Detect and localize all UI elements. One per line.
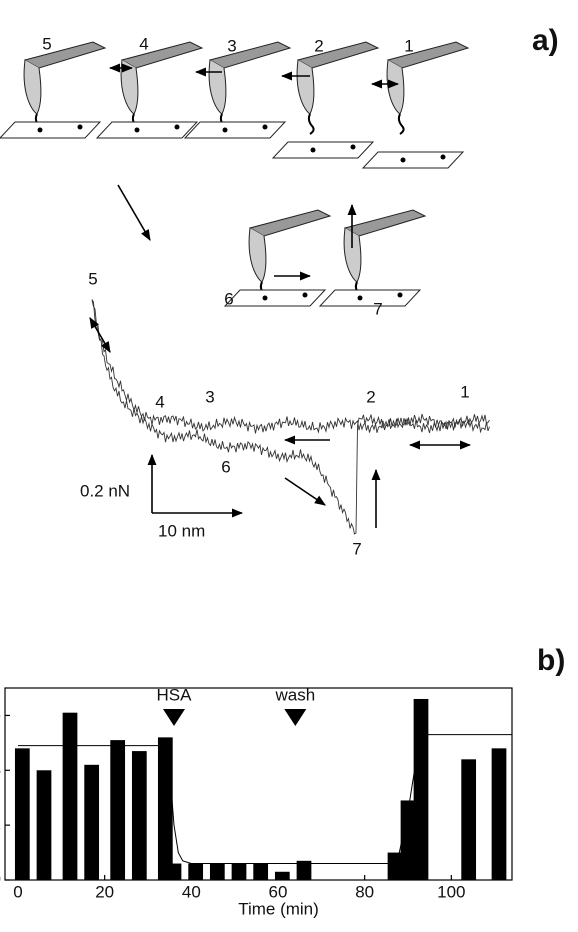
state-label: 7 [352, 539, 361, 558]
antigen [38, 128, 43, 133]
bar [461, 759, 476, 880]
antigen [263, 125, 268, 130]
state-label: 2 [366, 387, 375, 406]
cantilever [25, 42, 105, 68]
annotation: HSA [157, 685, 193, 704]
bar [15, 748, 30, 880]
antigen [358, 296, 363, 301]
antigen [175, 125, 180, 130]
bar [232, 864, 247, 880]
antigen [223, 128, 228, 133]
cantilever [298, 42, 378, 68]
bar [110, 740, 125, 880]
tip [387, 60, 404, 114]
antigen [351, 145, 356, 150]
tip [24, 60, 41, 114]
bar [84, 765, 99, 880]
force-scale: 0.2 nN [80, 481, 130, 500]
state-label: 1 [404, 36, 413, 55]
state-label: 5 [88, 269, 97, 288]
approach-curve [92, 300, 490, 433]
y-tick-label: 0.0 [0, 869, 1, 888]
bar [63, 713, 78, 880]
x-tick-label: 20 [95, 882, 114, 901]
force-trace: 5 4 3 2 1 6 7 0.2 nN 10 nm [80, 269, 490, 558]
tip [297, 60, 314, 114]
bar [167, 864, 182, 880]
tether [399, 114, 404, 134]
arrow [118, 185, 150, 240]
state-label: 2 [314, 36, 323, 55]
cantilever [210, 42, 290, 68]
figure: a) b) 5 4 3 2 1 6 7 5 4 3 2 1 6 7 0.2 nN 10 nm 0.0 0.2 0… [0, 0, 578, 932]
cantilever [122, 42, 202, 68]
bar [188, 864, 203, 880]
tether [309, 114, 314, 134]
antigen [135, 128, 140, 133]
arrow [285, 478, 325, 505]
bar-chart: 0.00.20.40.6020406080100HSAwashTime (min… [0, 685, 512, 918]
bar [37, 770, 52, 880]
antigen [398, 293, 403, 298]
substrate [320, 290, 420, 306]
antigen [303, 293, 308, 298]
bar [253, 864, 268, 880]
state-label: 4 [155, 392, 164, 411]
state-label: 4 [139, 34, 148, 53]
substrate [273, 142, 373, 158]
bar [275, 872, 290, 880]
annotation-marker [163, 709, 185, 726]
plot-frame [5, 688, 512, 880]
tip [209, 60, 226, 114]
x-tick-label: 40 [182, 882, 201, 901]
arrow [90, 318, 110, 352]
y-tick-label: 0.6 [0, 705, 1, 724]
annotation: wash [274, 685, 315, 704]
x-tick-label: 100 [437, 882, 465, 901]
antigen [263, 296, 268, 301]
tip [249, 228, 266, 282]
state-label: 7 [373, 299, 382, 318]
cantilever [388, 42, 468, 68]
state-label: 6 [224, 289, 233, 308]
bar [210, 864, 225, 880]
distance-scale: 10 nm [158, 521, 205, 540]
bar [158, 737, 173, 880]
state-label: 5 [42, 34, 51, 53]
bar [388, 853, 403, 880]
state-label: 3 [205, 387, 214, 406]
bar [492, 748, 507, 880]
schematic: 5 4 3 2 1 6 7 [0, 34, 468, 318]
substrate [225, 290, 325, 306]
cantilever [250, 210, 330, 236]
y-tick-label: 0.2 [0, 815, 1, 834]
substrate [97, 122, 197, 138]
substrate [185, 122, 285, 138]
state-label: 6 [221, 457, 230, 476]
cantilever [345, 210, 425, 236]
annotation-marker [284, 709, 306, 726]
antigen [401, 158, 406, 163]
antigen [311, 148, 316, 153]
substrate [0, 122, 100, 138]
state-label: 1 [460, 382, 469, 401]
panel-label: b) [537, 644, 565, 677]
state-label: 3 [227, 36, 236, 55]
antigen [441, 155, 446, 160]
x-tick-label: 0 [13, 882, 22, 901]
substrate [363, 152, 463, 168]
bar [132, 751, 147, 880]
antigen [78, 125, 83, 130]
x-axis-title: Time (min) [238, 899, 319, 918]
panel-label: a) [532, 24, 559, 57]
y-tick-label: 0.4 [0, 760, 1, 779]
bar [414, 699, 429, 880]
x-tick-label: 80 [355, 882, 374, 901]
